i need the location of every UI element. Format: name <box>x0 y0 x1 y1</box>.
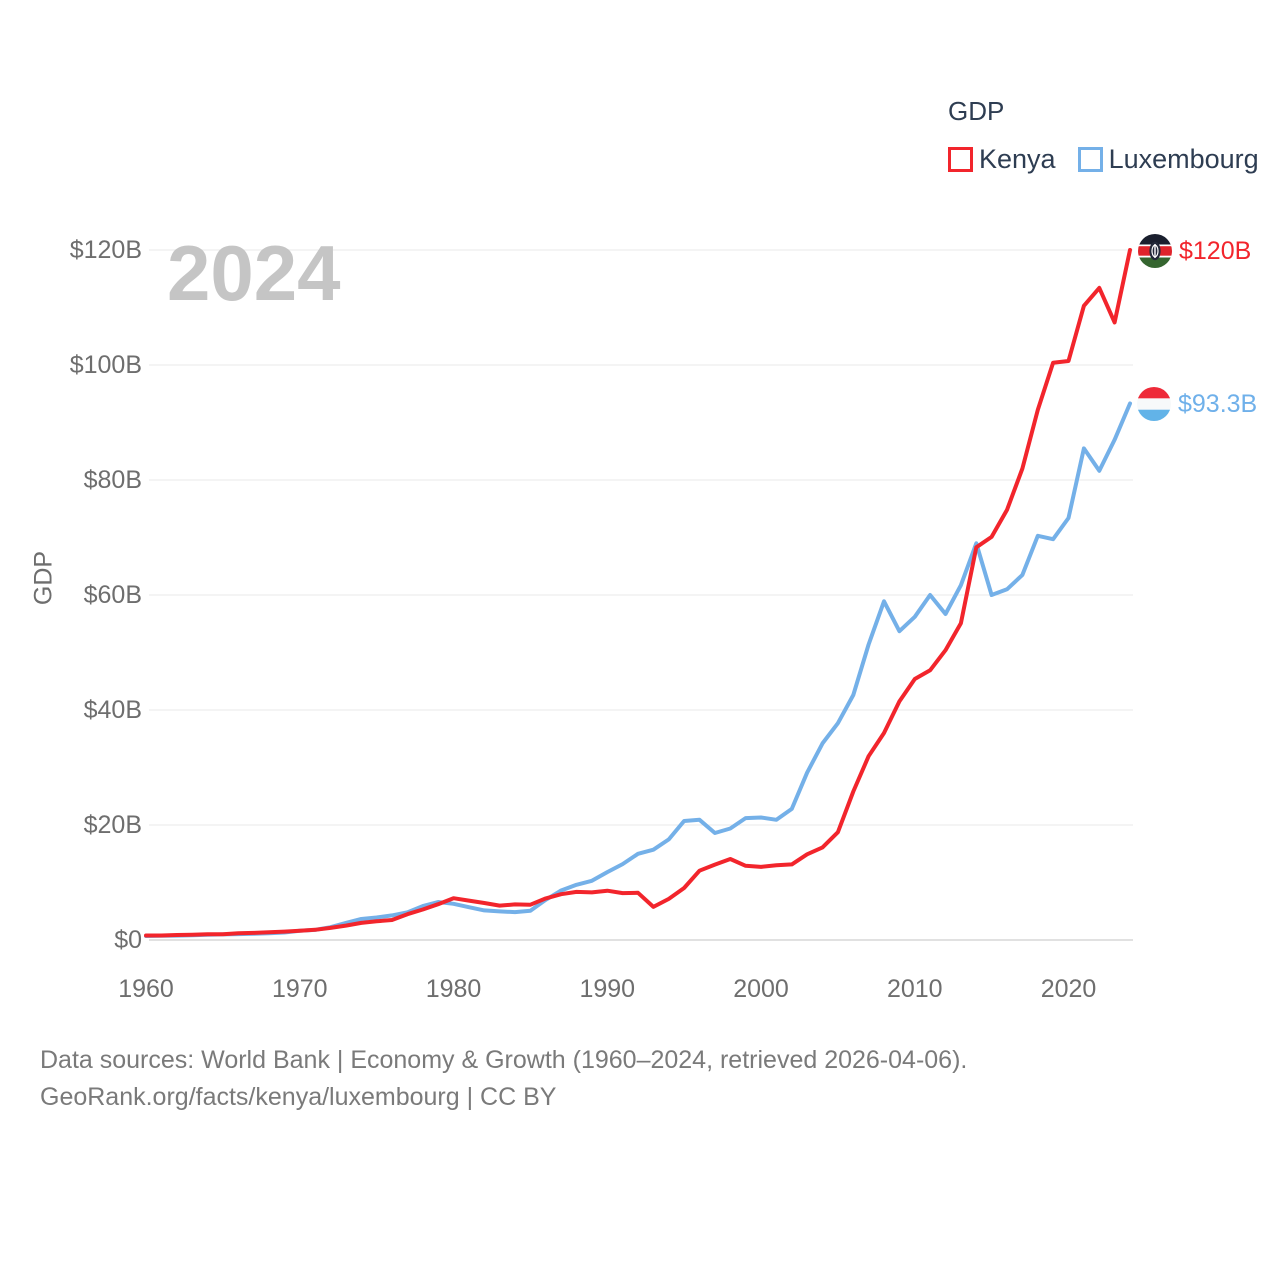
y-axis-tick-20: $20B <box>83 811 142 839</box>
luxembourg-line <box>144 401 1132 938</box>
legend-swatch-luxembourg <box>1077 147 1103 172</box>
x-axis-tick-1980: 1980 <box>425 975 482 1003</box>
y-axis-tick-100: $100B <box>69 351 142 379</box>
luxembourg-flag-icon <box>1137 387 1171 421</box>
legend-items: Kenya Luxembourg <box>948 144 1259 175</box>
caption-sources-line: Data sources: World Bank | Economy & Gro… <box>40 1046 968 1074</box>
year-watermark: 2024 <box>167 229 341 317</box>
legend-item-luxembourg[interactable]: Luxembourg <box>1077 144 1259 175</box>
x-axis-tick-1970: 1970 <box>271 975 328 1003</box>
kenya-end-value: $120B <box>1179 236 1252 265</box>
chart-legend: GDP Kenya Luxembourg <box>948 96 1259 175</box>
caption: Data sources: World Bank | Economy & Gro… <box>40 1042 967 1116</box>
kenya-line <box>144 248 1132 938</box>
legend-swatch-kenya <box>948 147 973 172</box>
y-axis-tick-120: $120B <box>69 236 142 264</box>
y-axis-tick-80: $80B <box>83 466 142 494</box>
y-axis-tick-0: $0 <box>114 926 142 954</box>
legend-item-kenya[interactable]: Kenya <box>948 144 1056 175</box>
kenya-flag-icon <box>1138 234 1172 268</box>
caption-attribution-line: GeoRank.org/facts/kenya/luxembourg | CC … <box>40 1083 557 1111</box>
y-axis-tick-60: $60B <box>83 581 142 609</box>
x-axis-tick-2010: 2010 <box>886 975 943 1003</box>
x-axis-tick-2000: 2000 <box>733 975 789 1003</box>
legend-label-kenya: Kenya <box>979 144 1056 174</box>
kenya-end-label: $120B <box>1138 234 1251 268</box>
legend-title: GDP <box>948 96 1005 126</box>
y-axis-tick-40: $40B <box>83 696 142 724</box>
x-axis-tick-1990: 1990 <box>579 975 636 1003</box>
x-axis-tick-1960: 1960 <box>118 975 174 1003</box>
x-axis-tick-2020: 2020 <box>1040 975 1097 1003</box>
luxembourg-end-label: $93.3B <box>1137 387 1257 421</box>
legend-label-luxembourg: Luxembourg <box>1108 144 1259 174</box>
luxembourg-end-value: $93.3B <box>1178 389 1258 418</box>
